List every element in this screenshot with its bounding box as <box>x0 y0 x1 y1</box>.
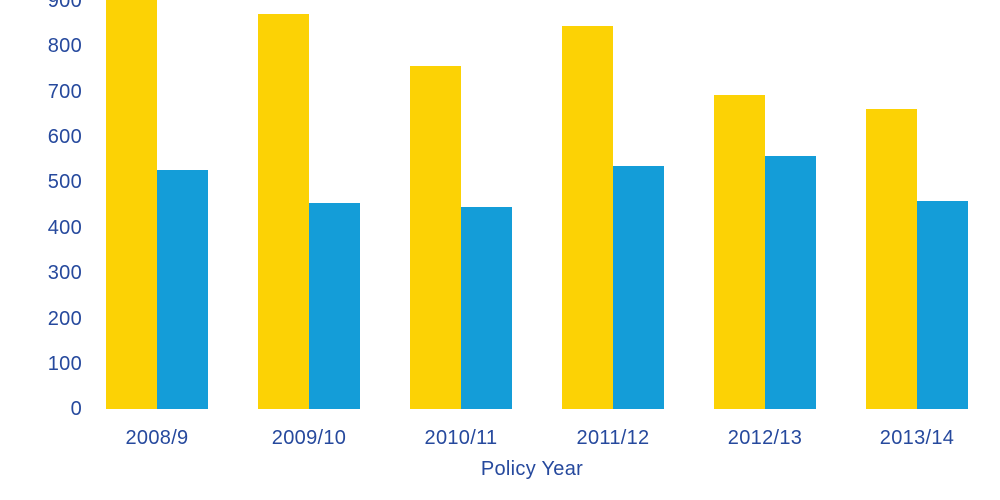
bar-blue-2013/14 <box>917 200 968 410</box>
bar-yellow-2011/12 <box>562 25 613 410</box>
x-tick-label: 2012/13 <box>727 427 803 449</box>
y-tick-label: 100 <box>47 352 82 375</box>
y-tick-label: 300 <box>47 262 82 285</box>
y-tick-label: 500 <box>47 171 82 194</box>
bar-blue-2010/11 <box>461 206 512 410</box>
bar-blue-2011/12 <box>613 165 664 410</box>
y-tick-label: 800 <box>47 35 82 58</box>
x-tick-label: 2008/9 <box>125 427 189 449</box>
bar-yellow-2013/14 <box>866 108 917 410</box>
y-tick-label: 600 <box>47 126 82 149</box>
y-tick-label: 700 <box>47 80 82 103</box>
bar-blue-2012/13 <box>765 155 816 410</box>
x-tick-label: 2010/11 <box>424 427 498 449</box>
bar-yellow-2010/11 <box>410 65 461 410</box>
bar-yellow-2012/13 <box>714 95 765 410</box>
bar-blue-2009/10 <box>309 202 360 410</box>
y-tick-label: 400 <box>47 216 82 239</box>
bar-blue-2008/9 <box>157 170 208 410</box>
x-tick-label: 2009/10 <box>271 427 347 449</box>
y-tick-label: 900 <box>47 0 82 12</box>
bar-yellow-2009/10 <box>258 13 309 410</box>
x-tick-label: 2013/14 <box>879 427 955 449</box>
y-tick-label: 200 <box>47 307 82 330</box>
x-tick-label: 2011/12 <box>576 427 650 449</box>
bar-yellow-2008/9 <box>106 0 157 410</box>
y-tick-label: 0 <box>70 398 82 421</box>
x-axis-title: Policy Year <box>480 458 584 480</box>
